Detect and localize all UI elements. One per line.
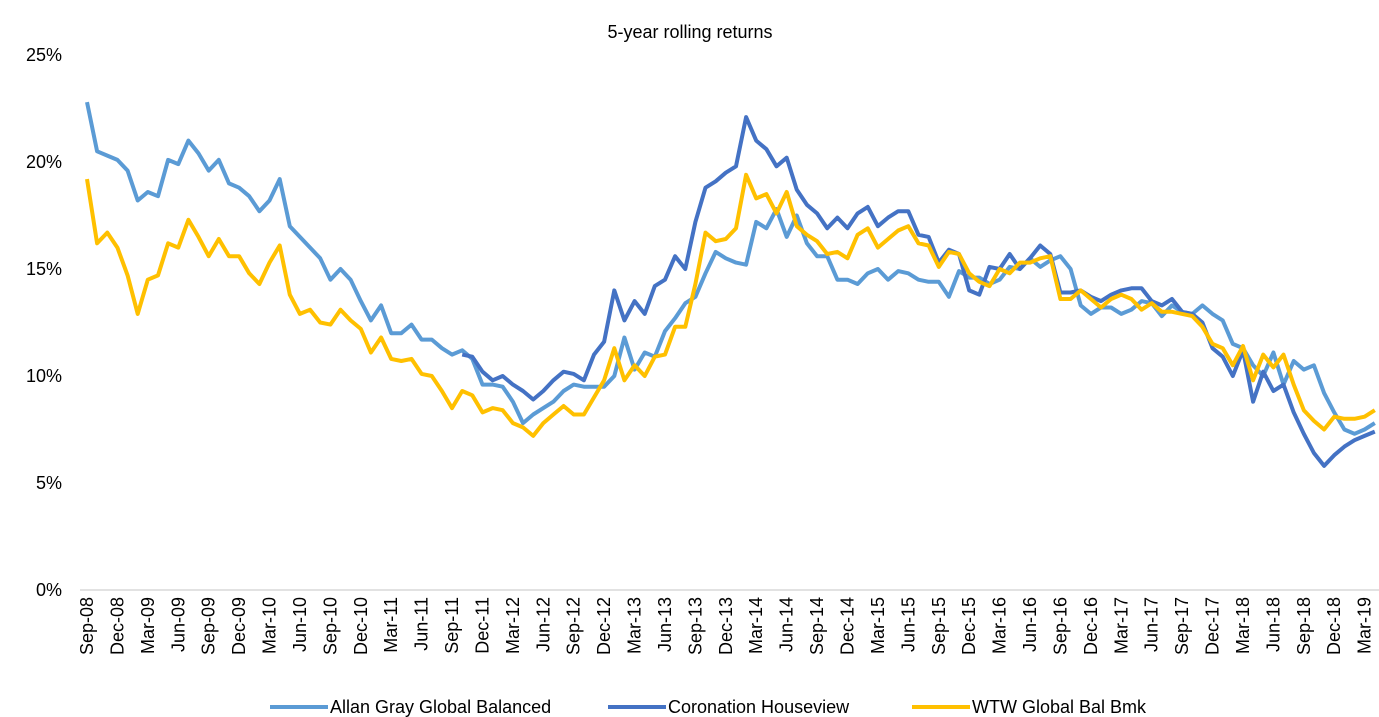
series-line: [85, 101, 1376, 436]
x-tick-label: Sep-17: [1172, 597, 1192, 655]
x-tick-label: Dec-16: [1081, 597, 1101, 655]
y-tick-label: 5%: [36, 473, 62, 493]
x-tick-label: Sep-15: [929, 597, 949, 655]
x-tick-label: Sep-13: [685, 597, 705, 655]
x-tick-label: Jun-09: [168, 597, 188, 652]
x-tick-label: Dec-10: [351, 597, 371, 655]
x-tick-label: Mar-14: [746, 597, 766, 654]
x-tick-label: Dec-09: [229, 597, 249, 655]
legend-label: Allan Gray Global Balanced: [330, 697, 551, 717]
x-tick-label: Dec-14: [838, 597, 858, 655]
x-tick-label: Mar-16: [990, 597, 1010, 654]
x-tick-label: Dec-18: [1324, 597, 1344, 655]
x-tick-label: Jun-18: [1263, 597, 1283, 652]
x-tick-label: Sep-12: [564, 597, 584, 655]
x-tick-label: Jun-16: [1020, 597, 1040, 652]
x-tick-label: Jun-17: [1142, 597, 1162, 652]
x-tick-label: Mar-19: [1355, 597, 1375, 654]
x-tick-label: Jun-13: [655, 597, 675, 652]
y-tick-label: 25%: [26, 45, 62, 65]
x-tick-label: Jun-12: [533, 597, 553, 652]
x-tick-label: Mar-11: [381, 597, 401, 653]
x-tick-label: Jun-15: [898, 597, 918, 652]
y-tick-label: 10%: [26, 366, 62, 386]
x-tick-label: Mar-12: [503, 597, 523, 654]
x-tick-label: Dec-12: [594, 597, 614, 655]
y-tick-label: 0%: [36, 580, 62, 600]
x-tick-label: Sep-09: [199, 597, 219, 655]
x-tick-label: Sep-11: [442, 597, 462, 654]
x-tick-label: Sep-14: [807, 597, 827, 655]
x-tick-label: Dec-11: [472, 597, 492, 654]
x-tick-label: Dec-15: [959, 597, 979, 655]
x-tick-label: Dec-08: [107, 597, 127, 655]
x-tick-label: Sep-08: [77, 597, 97, 655]
x-tick-label: Mar-18: [1233, 597, 1253, 654]
y-tick-label: 20%: [26, 152, 62, 172]
x-tick-label: Mar-17: [1111, 597, 1131, 654]
x-tick-label: Jun-14: [777, 597, 797, 652]
y-tick-label: 15%: [26, 259, 62, 279]
x-tick-label: Mar-13: [625, 597, 645, 654]
x-tick-label: Sep-18: [1294, 597, 1314, 655]
series-line: [85, 172, 1376, 438]
x-tick-label: Mar-10: [260, 597, 280, 654]
x-tick-label: Mar-15: [868, 597, 888, 654]
series-line: [461, 115, 1376, 468]
chart-title: 5-year rolling returns: [607, 22, 772, 42]
x-tick-label: Sep-16: [1050, 597, 1070, 655]
x-tick-label: Sep-10: [320, 597, 340, 655]
x-tick-label: Jun-10: [290, 597, 310, 652]
x-tick-label: Dec-13: [716, 597, 736, 655]
x-tick-label: Jun-11: [412, 597, 432, 651]
legend-label: WTW Global Bal Bmk: [972, 697, 1147, 717]
legend-label: Coronation Houseview: [668, 697, 850, 717]
x-tick-label: Dec-17: [1203, 597, 1223, 655]
x-tick-label: Mar-09: [138, 597, 158, 654]
